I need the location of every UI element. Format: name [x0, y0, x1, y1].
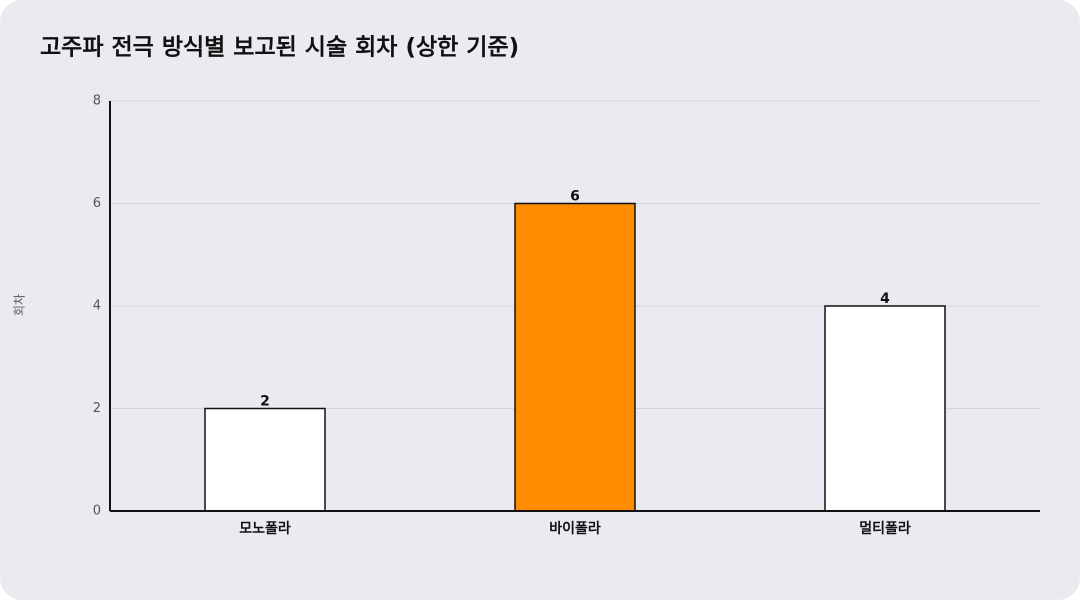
y-tick-label: 8: [93, 94, 101, 109]
y-tick-label: 2: [93, 401, 101, 416]
data-label: 4: [880, 291, 890, 307]
data-label: 2: [260, 394, 270, 410]
y-tick-label: 6: [93, 196, 101, 211]
chart-title: 고주파 전극 방식별 보고된 시술 회차 (상한 기준): [40, 35, 519, 61]
y-tick-label: 4: [93, 299, 101, 314]
data-label: 6: [570, 189, 580, 205]
bar: [824, 305, 946, 512]
bar: [514, 202, 636, 512]
x-tick-label: 모노폴라: [239, 521, 291, 537]
bar: [204, 407, 326, 512]
y-axis-label: 회차: [13, 294, 27, 316]
y-tick-label: 0: [93, 504, 101, 519]
x-tick-label: 멀티폴라: [859, 521, 911, 537]
x-tick-label: 바이폴라: [549, 520, 601, 537]
